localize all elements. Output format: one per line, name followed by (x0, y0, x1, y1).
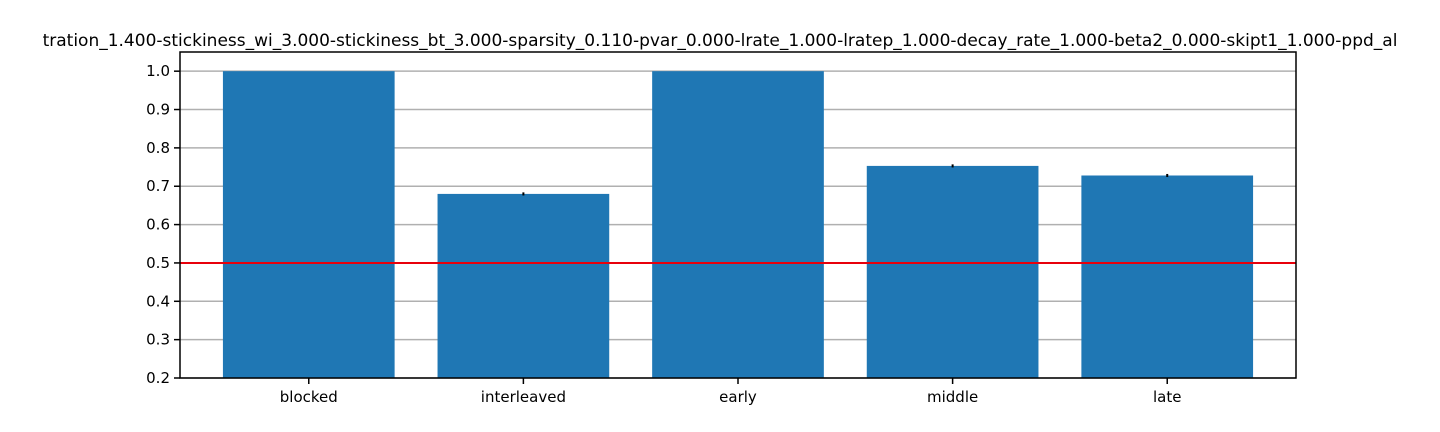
y-tick-label: 0.3 (146, 331, 170, 349)
y-tick-label: 0.4 (146, 292, 170, 310)
y-tick-label: 0.8 (146, 139, 170, 157)
bar-early (652, 71, 824, 379)
y-tick-label: 1.0 (146, 62, 170, 80)
y-tick-label: 0.7 (146, 177, 170, 195)
bar-late (1081, 175, 1254, 378)
y-tick-label: 0.5 (146, 254, 170, 272)
x-axis-ticks: blocked interleaved early middle late (280, 378, 1181, 406)
x-tick-label: interleaved (481, 388, 566, 406)
y-tick-label: 0.2 (146, 369, 170, 387)
bar-interleaved (437, 193, 610, 378)
x-tick-label: middle (927, 388, 978, 406)
chart-title: tration_1.400-stickiness_wi_3.000-sticki… (43, 31, 1398, 51)
y-tick-label: 0.9 (146, 101, 170, 119)
bar-middle (866, 165, 1039, 378)
bars (222, 71, 1254, 379)
bar-blocked (222, 71, 395, 379)
x-tick-label: blocked (280, 388, 338, 406)
y-axis-ticks: 0.2 0.3 0.4 0.5 0.6 0.7 0.8 0.9 1.0 (146, 62, 180, 387)
x-tick-label: early (719, 388, 757, 406)
x-tick-label: late (1153, 388, 1181, 406)
y-tick-label: 0.6 (146, 216, 170, 234)
